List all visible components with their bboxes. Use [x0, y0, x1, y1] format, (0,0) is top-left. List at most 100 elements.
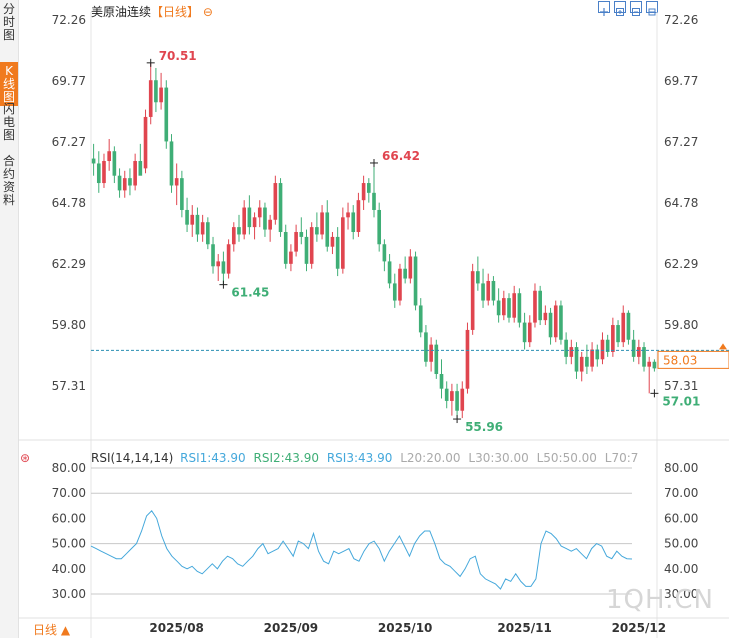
candle-body: [361, 183, 366, 201]
candle-body: [263, 207, 267, 230]
candle-body: [96, 163, 101, 184]
candle: [387, 254, 392, 289]
candle: [91, 143, 96, 176]
rsi-tick-right: 30.00: [664, 587, 698, 601]
last-price-box: [657, 350, 729, 369]
candle: [309, 222, 314, 269]
candle: [569, 339, 574, 365]
candle-body: [413, 256, 418, 306]
rsi-title: RSI(14,14,14): [91, 451, 174, 465]
candle-body: [496, 300, 501, 316]
candle: [206, 217, 210, 250]
candle: [102, 153, 106, 188]
rsi-tick-right: 70.00: [664, 486, 698, 500]
candle: [429, 337, 433, 372]
reset-icon[interactable]: [646, 1, 658, 16]
candle-body: [206, 222, 210, 245]
tab-flash[interactable]: 闪电图: [2, 102, 15, 142]
move-icon[interactable]: [598, 1, 610, 16]
candle: [294, 224, 298, 257]
candle: [579, 351, 584, 382]
candle: [356, 192, 361, 237]
candle-body: [231, 227, 236, 245]
rsi-settings-icon[interactable]: ⊛: [20, 451, 31, 465]
candle-body: [372, 192, 376, 210]
candle-body: [247, 207, 252, 228]
candle: [335, 227, 340, 277]
candle: [299, 217, 304, 245]
candle: [481, 268, 485, 308]
candle-body: [107, 151, 111, 162]
zoom-out-box-icon[interactable]: [630, 1, 642, 16]
tab-contract-info[interactable]: 合约资料: [2, 154, 15, 207]
candle: [190, 205, 195, 237]
candle: [138, 143, 143, 176]
candle-body: [465, 329, 470, 389]
candle-body: [642, 347, 646, 367]
candle: [143, 109, 148, 174]
candle: [361, 175, 366, 210]
instrument-name: 美原油连续: [91, 5, 152, 19]
candle-body: [325, 212, 330, 247]
candle: [611, 317, 615, 357]
extreme-label: 66.42: [382, 149, 420, 163]
candle-body: [652, 361, 657, 369]
candle-body: [252, 217, 257, 228]
candle-body: [309, 227, 314, 264]
candle-body: [403, 268, 407, 279]
candle: [439, 359, 444, 399]
candle-body: [128, 178, 132, 186]
candle: [117, 168, 122, 198]
candle-body: [143, 116, 148, 169]
candle: [211, 236, 215, 274]
candle-body: [429, 344, 433, 362]
candle: [626, 310, 631, 345]
zoom-out-icon[interactable]: ⊖: [202, 5, 213, 19]
extreme-label: 55.96: [465, 420, 503, 434]
candle: [496, 288, 501, 323]
candle-body: [283, 232, 288, 264]
price-tick-right: 62.29: [664, 257, 698, 271]
candle-body: [579, 356, 584, 372]
candle-body: [548, 312, 553, 338]
candle-body: [460, 388, 465, 411]
chart-header: 美原油连续【日线】 ⊖: [91, 3, 213, 20]
candle: [548, 307, 553, 345]
l30-value: L30:30.00: [468, 451, 529, 465]
candle: [221, 251, 226, 285]
rsi-tick-right: 50.00: [664, 537, 698, 551]
candle: [491, 276, 496, 306]
candle: [289, 244, 293, 272]
candle: [455, 383, 459, 420]
candle: [283, 224, 288, 269]
candle-body: [455, 391, 459, 411]
candle: [460, 381, 465, 419]
tab-kline[interactable]: K线图: [0, 62, 18, 106]
candle-body: [289, 251, 293, 264]
candle-body: [574, 347, 579, 372]
rsi-tick-right: 80.00: [664, 461, 698, 475]
candle: [647, 356, 652, 394]
candle: [216, 254, 221, 281]
candle-body: [102, 161, 106, 184]
price-tick-left: 64.78: [52, 196, 86, 210]
tab-intraday[interactable]: 分时图: [2, 2, 15, 42]
zoom-in-icon[interactable]: [614, 1, 626, 16]
candle: [164, 80, 169, 149]
period-selector[interactable]: 日线 ▲: [33, 621, 70, 638]
candle: [154, 67, 158, 113]
candle-body: [154, 80, 158, 103]
candle: [595, 344, 600, 367]
rsi2-value: RSI2:43.90: [253, 451, 320, 465]
candle-body: [595, 349, 600, 360]
candle-body: [211, 244, 215, 267]
candle: [148, 62, 153, 125]
candle: [444, 381, 449, 409]
candle: [330, 232, 335, 255]
candle: [128, 168, 132, 196]
candle: [413, 251, 418, 311]
candle-body: [351, 212, 356, 233]
price-tick-right: 72.26: [664, 13, 698, 27]
candle-body: [398, 268, 402, 301]
candle: [237, 214, 241, 242]
